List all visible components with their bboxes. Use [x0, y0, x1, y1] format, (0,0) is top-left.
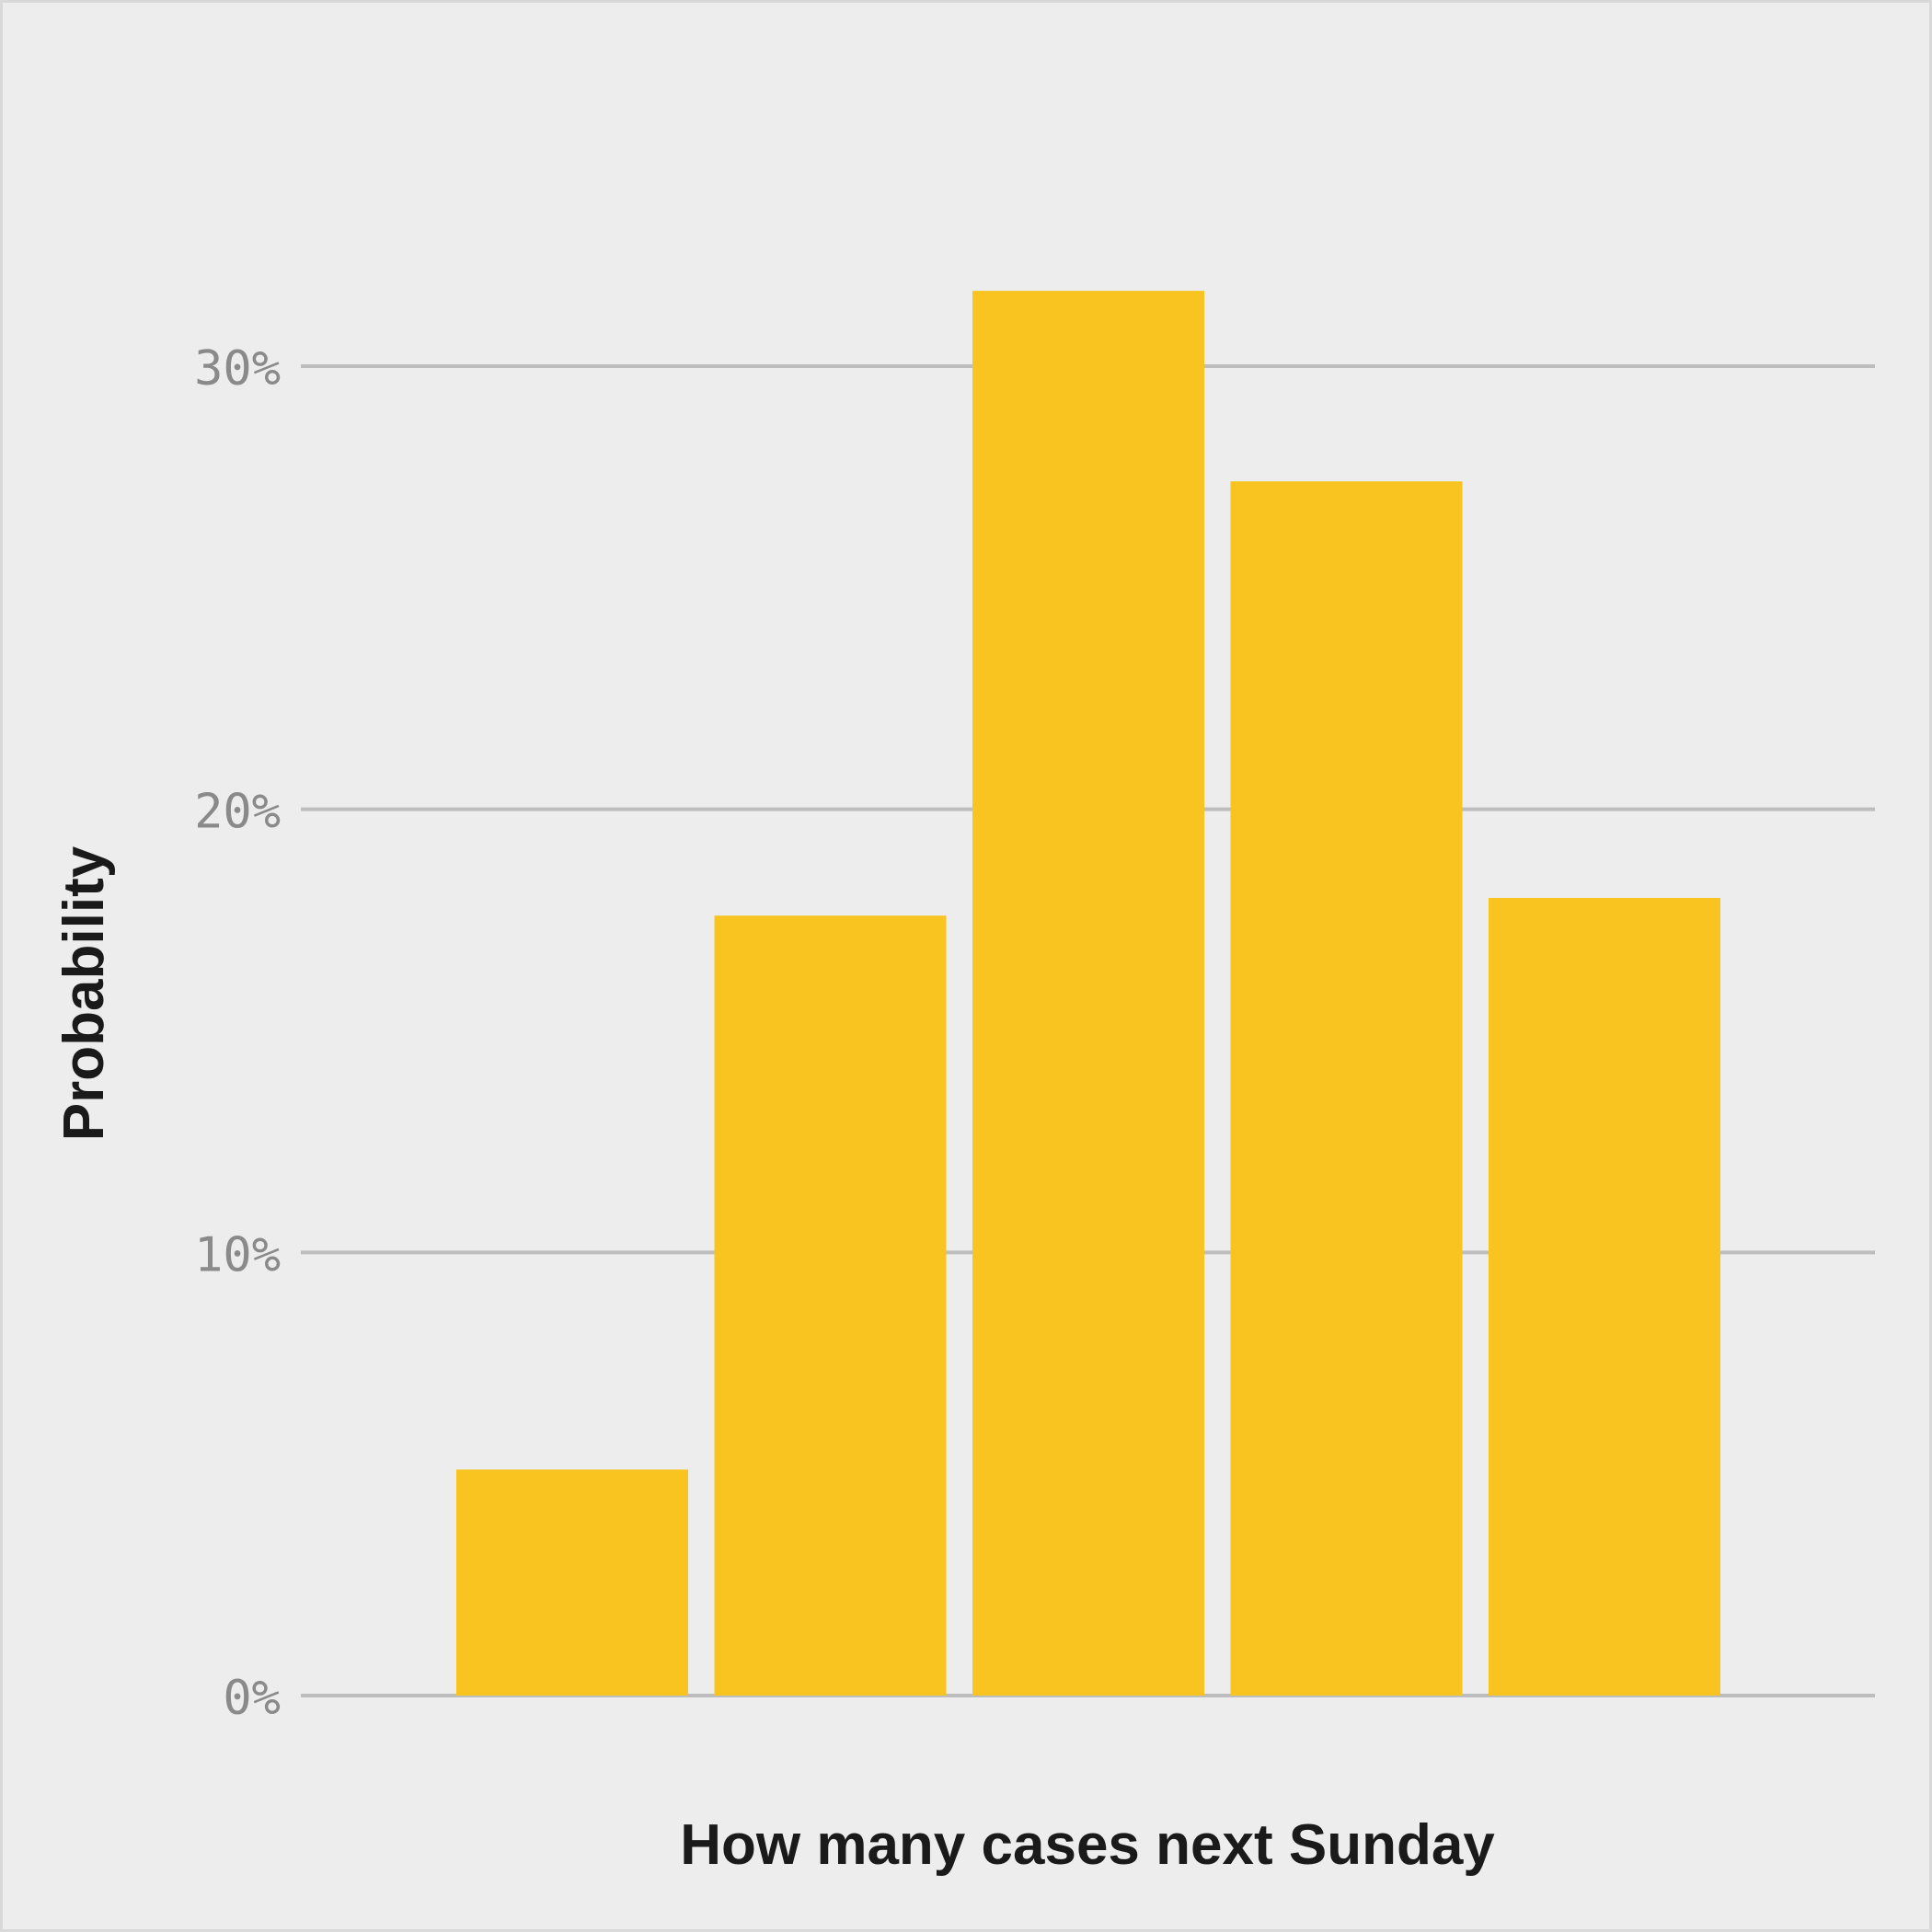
y-tick-label: 20%	[194, 785, 281, 840]
y-tick-labels: 0% 10% 20% 30%	[194, 341, 281, 1726]
y-tick-label: 30%	[194, 341, 281, 397]
bar-1	[456, 1469, 688, 1696]
bar-5	[1489, 898, 1720, 1696]
bar-3	[972, 291, 1204, 1696]
bar-2	[714, 915, 947, 1696]
y-tick-label: 10%	[194, 1227, 281, 1282]
x-axis-title: How many cases next Sunday	[680, 1813, 1495, 1877]
y-tick-label: 0%	[223, 1671, 281, 1726]
bars	[456, 291, 1720, 1696]
bar-4	[1230, 481, 1463, 1696]
y-axis-title: Probability	[52, 845, 116, 1141]
